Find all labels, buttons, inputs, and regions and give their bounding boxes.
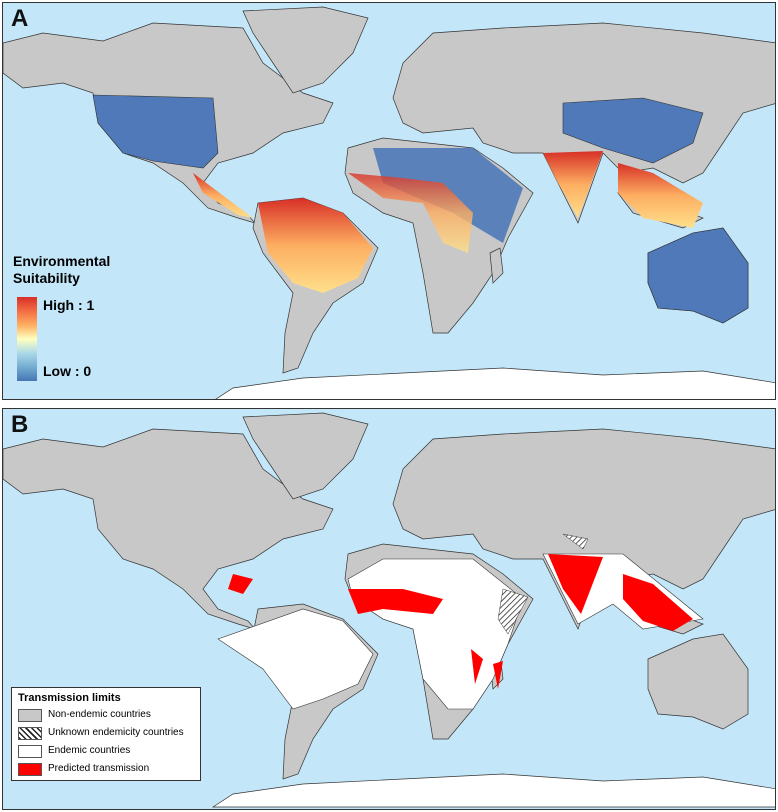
legend: Transmission limits Non-endemic countrie… <box>11 687 201 781</box>
map-a <box>3 6 775 399</box>
legend-swatch <box>18 745 42 758</box>
legend-label: Predicted transmission <box>48 763 150 774</box>
panel-label: A <box>11 5 29 32</box>
legend-low: Low : 0 <box>43 363 92 379</box>
color-ramp <box>17 297 37 381</box>
legend: Environmental Suitability High : 1 Low :… <box>13 253 133 381</box>
legend-swatch <box>18 763 42 776</box>
panel-label: B <box>11 411 29 438</box>
legend-swatch <box>18 727 42 740</box>
legend-label: Endemic countries <box>48 745 131 756</box>
map-b <box>3 412 775 808</box>
legend-title: Transmission limits <box>18 692 121 704</box>
panel-a: A Environmental Suitability High : 1 Low… <box>2 2 776 400</box>
legend-label: Non-endemic countries <box>48 709 151 720</box>
legend-label: Unknown endemicity countries <box>48 727 184 738</box>
panel-b: B Transmission limits Non-endemic countr… <box>2 408 776 810</box>
legend-swatch <box>18 709 42 722</box>
legend-title: Environmental Suitability <box>13 253 111 286</box>
legend-high: High : 1 <box>43 297 95 313</box>
